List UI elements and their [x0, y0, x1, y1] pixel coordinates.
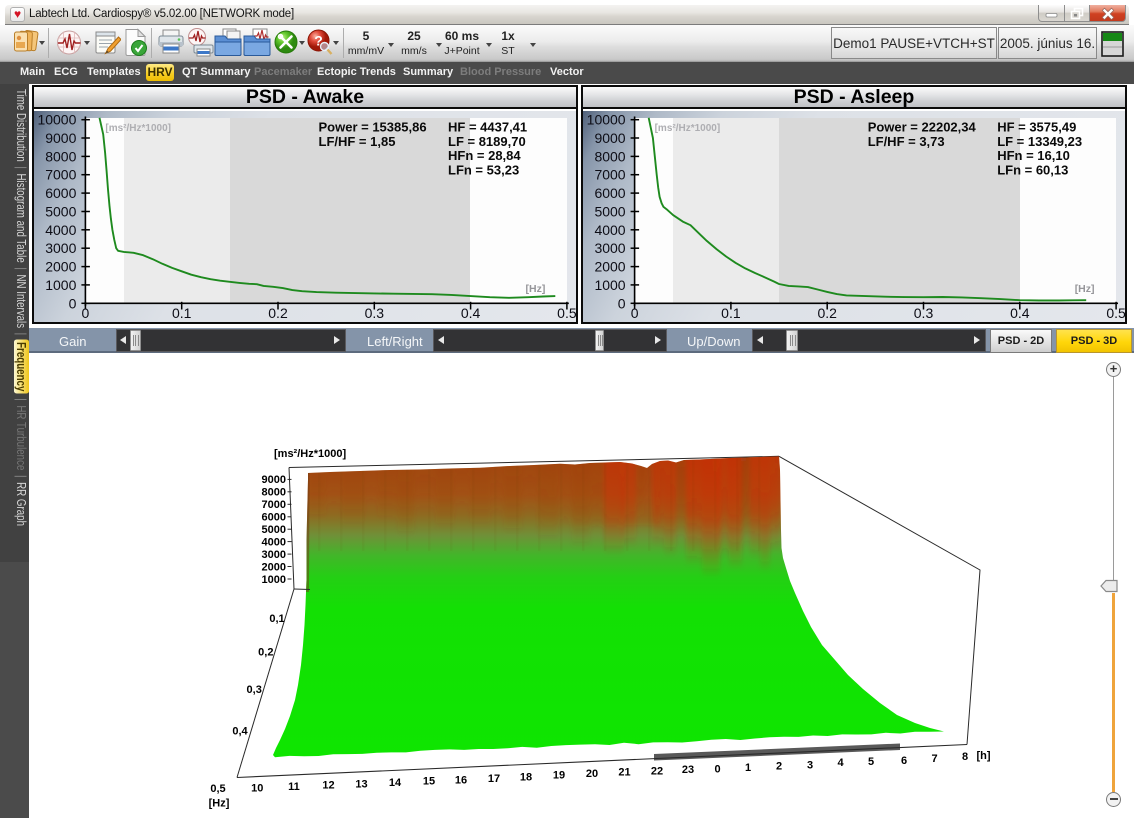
svg-text:2: 2	[776, 761, 782, 773]
svg-text:14: 14	[389, 777, 402, 789]
svg-text:16: 16	[455, 775, 467, 787]
svg-text:18: 18	[520, 772, 532, 784]
svg-text:8: 8	[962, 751, 968, 763]
svg-text:0,3: 0,3	[247, 684, 262, 696]
svg-text:15: 15	[423, 776, 435, 788]
svg-text:1000: 1000	[262, 574, 286, 586]
svg-text:22: 22	[651, 766, 663, 778]
svg-text:[ms²/Hz*1000]: [ms²/Hz*1000]	[274, 448, 346, 460]
svg-text:8000: 8000	[262, 487, 286, 499]
svg-text:1: 1	[745, 762, 751, 774]
svg-text:5000: 5000	[262, 524, 286, 536]
svg-text:11: 11	[288, 781, 300, 793]
svg-text:9000: 9000	[262, 474, 286, 486]
svg-text:0,1: 0,1	[269, 613, 284, 625]
svg-text:23: 23	[682, 764, 694, 776]
svg-text:21: 21	[618, 767, 630, 779]
svg-text:19: 19	[553, 770, 565, 782]
svg-text:4000: 4000	[262, 536, 286, 548]
svg-text:2000: 2000	[262, 561, 286, 573]
svg-text:6: 6	[901, 755, 907, 767]
svg-text:7: 7	[931, 753, 937, 765]
svg-text:7000: 7000	[262, 499, 286, 511]
svg-text:17: 17	[488, 773, 500, 785]
svg-text:5: 5	[868, 756, 874, 768]
svg-text:[Hz]: [Hz]	[209, 798, 230, 810]
svg-text:0,4: 0,4	[232, 726, 248, 738]
svg-text:?: ?	[314, 33, 323, 49]
svg-text:20: 20	[586, 768, 598, 780]
svg-text:10: 10	[251, 783, 263, 795]
svg-text:13: 13	[355, 779, 367, 791]
svg-text:3: 3	[807, 760, 813, 772]
svg-text:3000: 3000	[262, 549, 286, 561]
svg-text:4: 4	[837, 757, 844, 769]
svg-text:0,2: 0,2	[258, 646, 273, 658]
svg-text:0,5: 0,5	[210, 783, 225, 795]
svg-text:12: 12	[322, 780, 334, 792]
svg-text:0: 0	[714, 764, 720, 776]
svg-text:[h]: [h]	[976, 750, 990, 762]
svg-text:6000: 6000	[262, 512, 286, 524]
